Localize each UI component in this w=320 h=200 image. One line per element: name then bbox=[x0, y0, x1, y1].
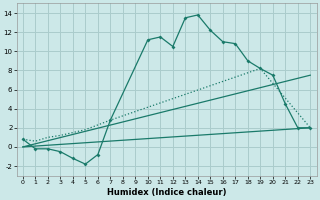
X-axis label: Humidex (Indice chaleur): Humidex (Indice chaleur) bbox=[107, 188, 226, 197]
